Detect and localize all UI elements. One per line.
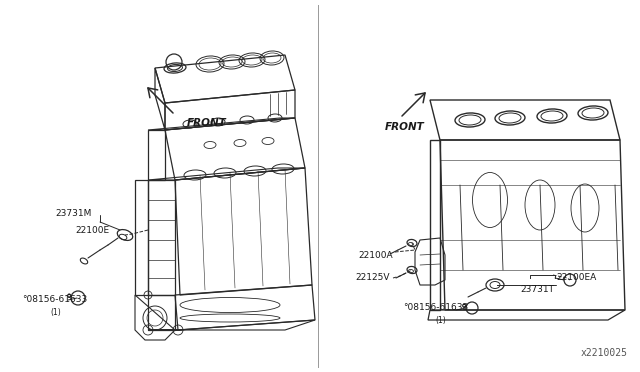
Text: 22125V: 22125V [355,273,390,282]
Text: 22100E: 22100E [75,225,109,234]
Text: °: ° [66,292,72,305]
Text: 23731M: 23731M [55,208,92,218]
Text: 22100EA: 22100EA [556,273,596,282]
Text: °08156-61633: °08156-61633 [22,295,87,305]
Text: °08156-61633: °08156-61633 [403,304,468,312]
Text: (1): (1) [50,308,61,317]
Text: 22100A: 22100A [358,250,392,260]
Text: (1): (1) [435,315,445,324]
Text: FRONT: FRONT [187,118,227,128]
Text: FRONT: FRONT [385,122,425,132]
Text: °: ° [461,302,467,315]
Text: 23731T: 23731T [520,285,554,295]
Text: x2210025: x2210025 [581,348,628,358]
